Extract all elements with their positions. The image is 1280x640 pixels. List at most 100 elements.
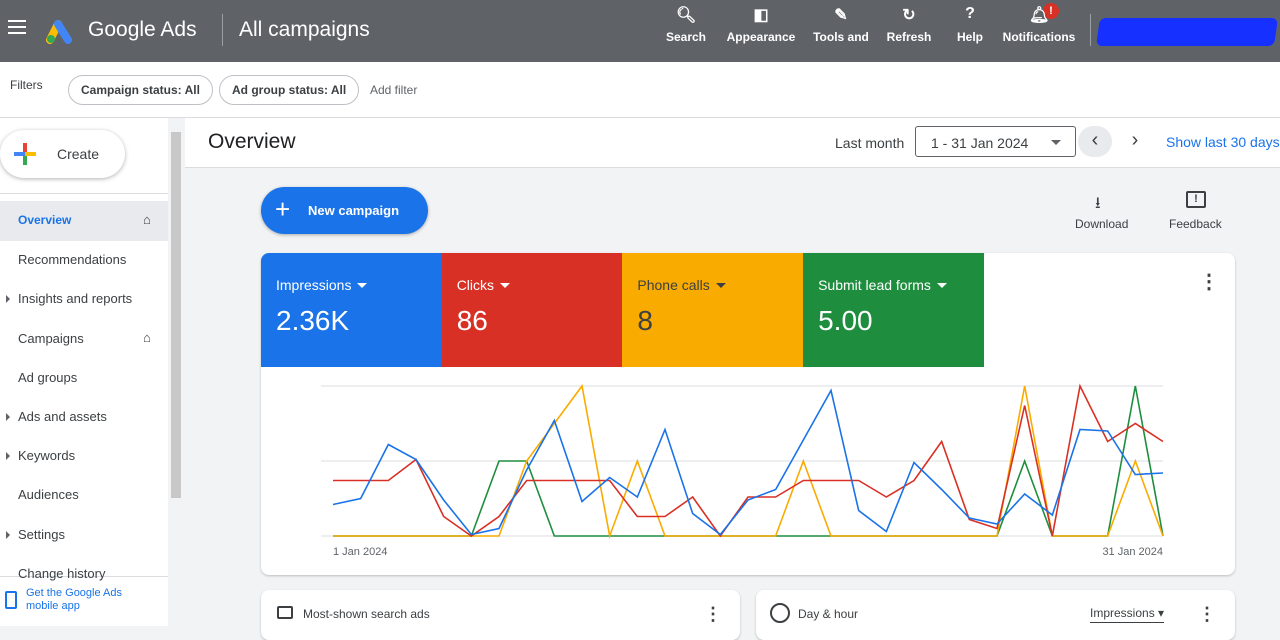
nav-icon[interactable]: ?: [965, 5, 975, 22]
more-menu[interactable]: ⋮: [1199, 271, 1219, 293]
nav-label[interactable]: Refresh: [886, 30, 932, 44]
metric-value: 86: [456, 305, 488, 336]
nav-icon[interactable]: ✎: [834, 7, 848, 24]
add-filter[interactable]: Add filter: [370, 83, 418, 97]
clock-icon: [770, 603, 790, 623]
nav-icon[interactable]: ↻: [902, 7, 916, 24]
app-promo[interactable]: Get the Google Ads mobile app: [0, 576, 168, 626]
dropdown-arrow: [1051, 140, 1061, 150]
expand-arrow: [6, 530, 14, 539]
x-tick-label: 1 Jan 2024: [333, 546, 387, 558]
button-label: New campaign: [308, 203, 400, 218]
sidebar: Create Get the Google Ads mobile app Ove…: [0, 118, 182, 626]
new-campaign-button[interactable]: + New campaign: [261, 187, 428, 234]
filter-chip[interactable]: Ad group status: All: [219, 75, 360, 105]
nav-item[interactable]: Overview: [18, 213, 72, 227]
next-button[interactable]: ›: [1131, 129, 1139, 151]
scroll-thumb[interactable]: [171, 132, 181, 498]
metric-tile[interactable]: Impressions 2.36K: [261, 253, 442, 367]
nav-icon[interactable]: ◧: [753, 7, 769, 24]
scrollbar: [170, 118, 182, 626]
app-link[interactable]: Get the Google Ads mobile app: [26, 587, 123, 612]
nav-label[interactable]: Notifications: [1002, 30, 1076, 44]
nav-item[interactable]: Insights and reports: [18, 291, 133, 307]
download-label[interactable]: Download: [1075, 217, 1129, 231]
date-range: 1 - 31 Jan 2024: [931, 135, 1029, 151]
metric-label: Impressions: [1090, 606, 1155, 620]
divider: [222, 14, 223, 46]
card-title: Most-shown search ads: [303, 607, 430, 621]
metric-value: 2.36K: [276, 305, 350, 336]
plus-icon: [14, 143, 36, 165]
legend-entry: Phone calls: [637, 277, 710, 293]
expand-arrow: [6, 295, 14, 304]
dropdown-arrow: [936, 283, 947, 293]
metric-tile[interactable]: Submit lead forms 5.00: [803, 253, 985, 367]
download-icon[interactable]: ⭳: [1095, 195, 1101, 212]
home-icon: ⌂: [143, 212, 151, 227]
metric-select[interactable]: Impressions ▾: [1090, 606, 1165, 623]
nav-label[interactable]: Tools and: [813, 30, 869, 44]
ads-card: Most-shown search ads ⋮: [261, 590, 740, 640]
menu-icon[interactable]: [8, 20, 26, 22]
filter-bar: Filters Campaign status: All Ad group st…: [0, 62, 1280, 118]
more-menu[interactable]: ⋮: [1198, 604, 1216, 624]
nav-icon[interactable]: 🔍︎: [676, 7, 697, 24]
expand-arrow: [6, 452, 14, 461]
expand-arrow: [6, 413, 14, 421]
nav-item[interactable]: Settings: [18, 526, 65, 542]
badge: !: [1043, 3, 1059, 19]
nav-item[interactable]: Audiences: [18, 487, 79, 503]
feedback-label[interactable]: Feedback: [1169, 217, 1222, 231]
create-label: Create: [57, 146, 100, 162]
show-last-link[interactable]: Show last 30 days: [1166, 134, 1280, 150]
dropdown-arrow: [500, 283, 511, 293]
card-title: Day & hour: [798, 607, 859, 621]
nav-icon[interactable]: 🔔︎: [1029, 7, 1050, 24]
more-menu[interactable]: ⋮: [704, 604, 722, 624]
selected-item: [0, 201, 168, 241]
filter-chip[interactable]: Campaign status: All: [68, 75, 213, 105]
legend-entry: Submit lead forms: [818, 277, 931, 293]
feedback-icon[interactable]: !: [1186, 191, 1206, 208]
nav-label[interactable]: Search: [665, 30, 707, 44]
prev-button[interactable]: ‹: [1078, 126, 1112, 157]
series-line: [333, 383, 1164, 538]
divider: [0, 193, 168, 194]
nav-item[interactable]: Keywords: [18, 448, 76, 464]
date-picker[interactable]: 1 - 31 Jan 2024: [915, 126, 1076, 157]
section-name: All campaigns: [239, 18, 370, 41]
top-bar: Google Ads All campaigns ! 🔍︎ Search ◧ Appe…: [0, 0, 1280, 62]
dropdown-arrow: [715, 283, 726, 293]
metric-name: Phone calls: [637, 277, 788, 293]
nav-item[interactable]: Ad groups: [18, 369, 78, 385]
x-tick-label: 31 Jan 2024: [1102, 546, 1163, 558]
metric-value: 5.00: [818, 305, 873, 336]
divider: [1090, 14, 1091, 46]
home-icon: ⌂: [143, 329, 151, 345]
period-label: Last month: [835, 135, 905, 151]
logo: [46, 20, 72, 44]
metric-name: Clicks: [457, 277, 608, 293]
nav-label[interactable]: Appearance: [726, 30, 796, 44]
page-title: Overview: [208, 130, 296, 153]
overview-header: Overview Last month 1 - 31 Jan 2024 ‹ › …: [185, 118, 1280, 168]
filters-label: Filters: [10, 78, 43, 92]
metric-tile[interactable]: Clicks 86: [441, 253, 623, 367]
metric-tile[interactable]: Phone calls 8: [622, 253, 804, 367]
metric-name: Submit lead forms: [818, 277, 969, 293]
nav-label[interactable]: Help: [956, 30, 983, 44]
metric-name: Impressions: [276, 277, 427, 293]
legend-entry: Clicks: [456, 277, 495, 293]
nav-item[interactable]: Recommendations: [18, 252, 127, 268]
nav-item[interactable]: Change history: [18, 565, 106, 581]
metric-value: 8: [637, 305, 653, 336]
redacted-account: [1096, 18, 1278, 46]
nav-item[interactable]: Ads and assets: [18, 409, 107, 424]
line-chart: 1 Jan 2024 31 Jan 2024: [321, 383, 1164, 558]
dropdown-arrow: [357, 283, 368, 293]
create-button[interactable]: Create: [0, 130, 125, 178]
legend-entry: Impressions: [276, 277, 352, 293]
nav-item[interactable]: Campaigns: [18, 330, 84, 346]
